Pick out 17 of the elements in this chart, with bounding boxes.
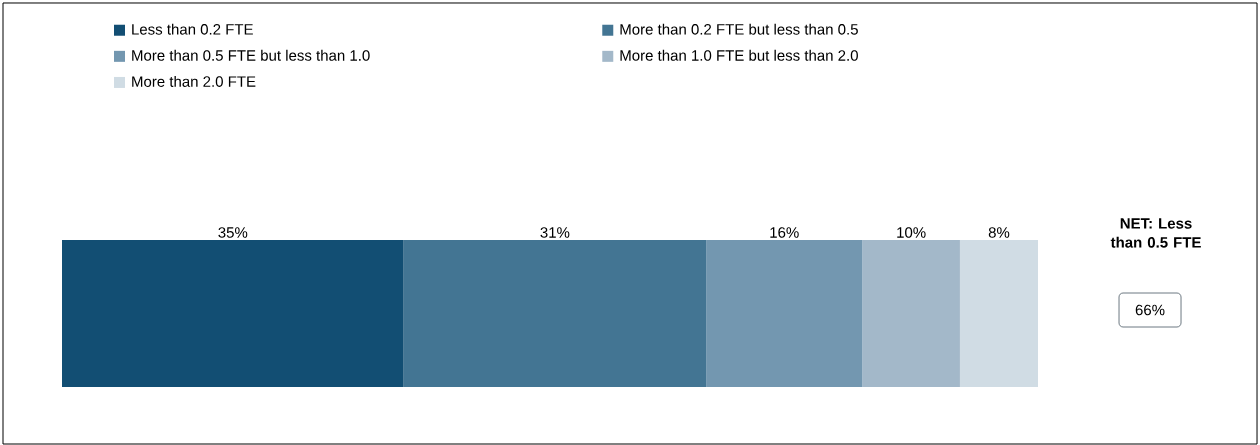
legend-label: More than 0.2 FTE but less than 0.5 bbox=[620, 23, 858, 35]
text: 66% bbox=[1135, 304, 1165, 316]
legend-label: Less than 0.2 FTE bbox=[132, 23, 253, 35]
bar bbox=[959, 240, 1039, 387]
data-label: 10% bbox=[897, 227, 926, 238]
legend-label: More than 0.5 FTE but less than 1.0 bbox=[132, 49, 370, 61]
text: NET: Less than 0.5 FTE bbox=[1110, 218, 1201, 248]
bar bbox=[62, 240, 404, 387]
bar bbox=[862, 240, 960, 387]
legend-label: More than 1.0 FTE but less than 2.0 bbox=[620, 49, 858, 61]
legend-label: More than 2.0 FTE bbox=[132, 75, 256, 87]
data-label: 8% bbox=[988, 227, 1010, 238]
bar bbox=[403, 240, 707, 387]
data-label: 16% bbox=[770, 227, 799, 238]
data-label: 35% bbox=[218, 227, 248, 238]
data-label: 31% bbox=[540, 227, 570, 238]
bar bbox=[706, 240, 863, 387]
